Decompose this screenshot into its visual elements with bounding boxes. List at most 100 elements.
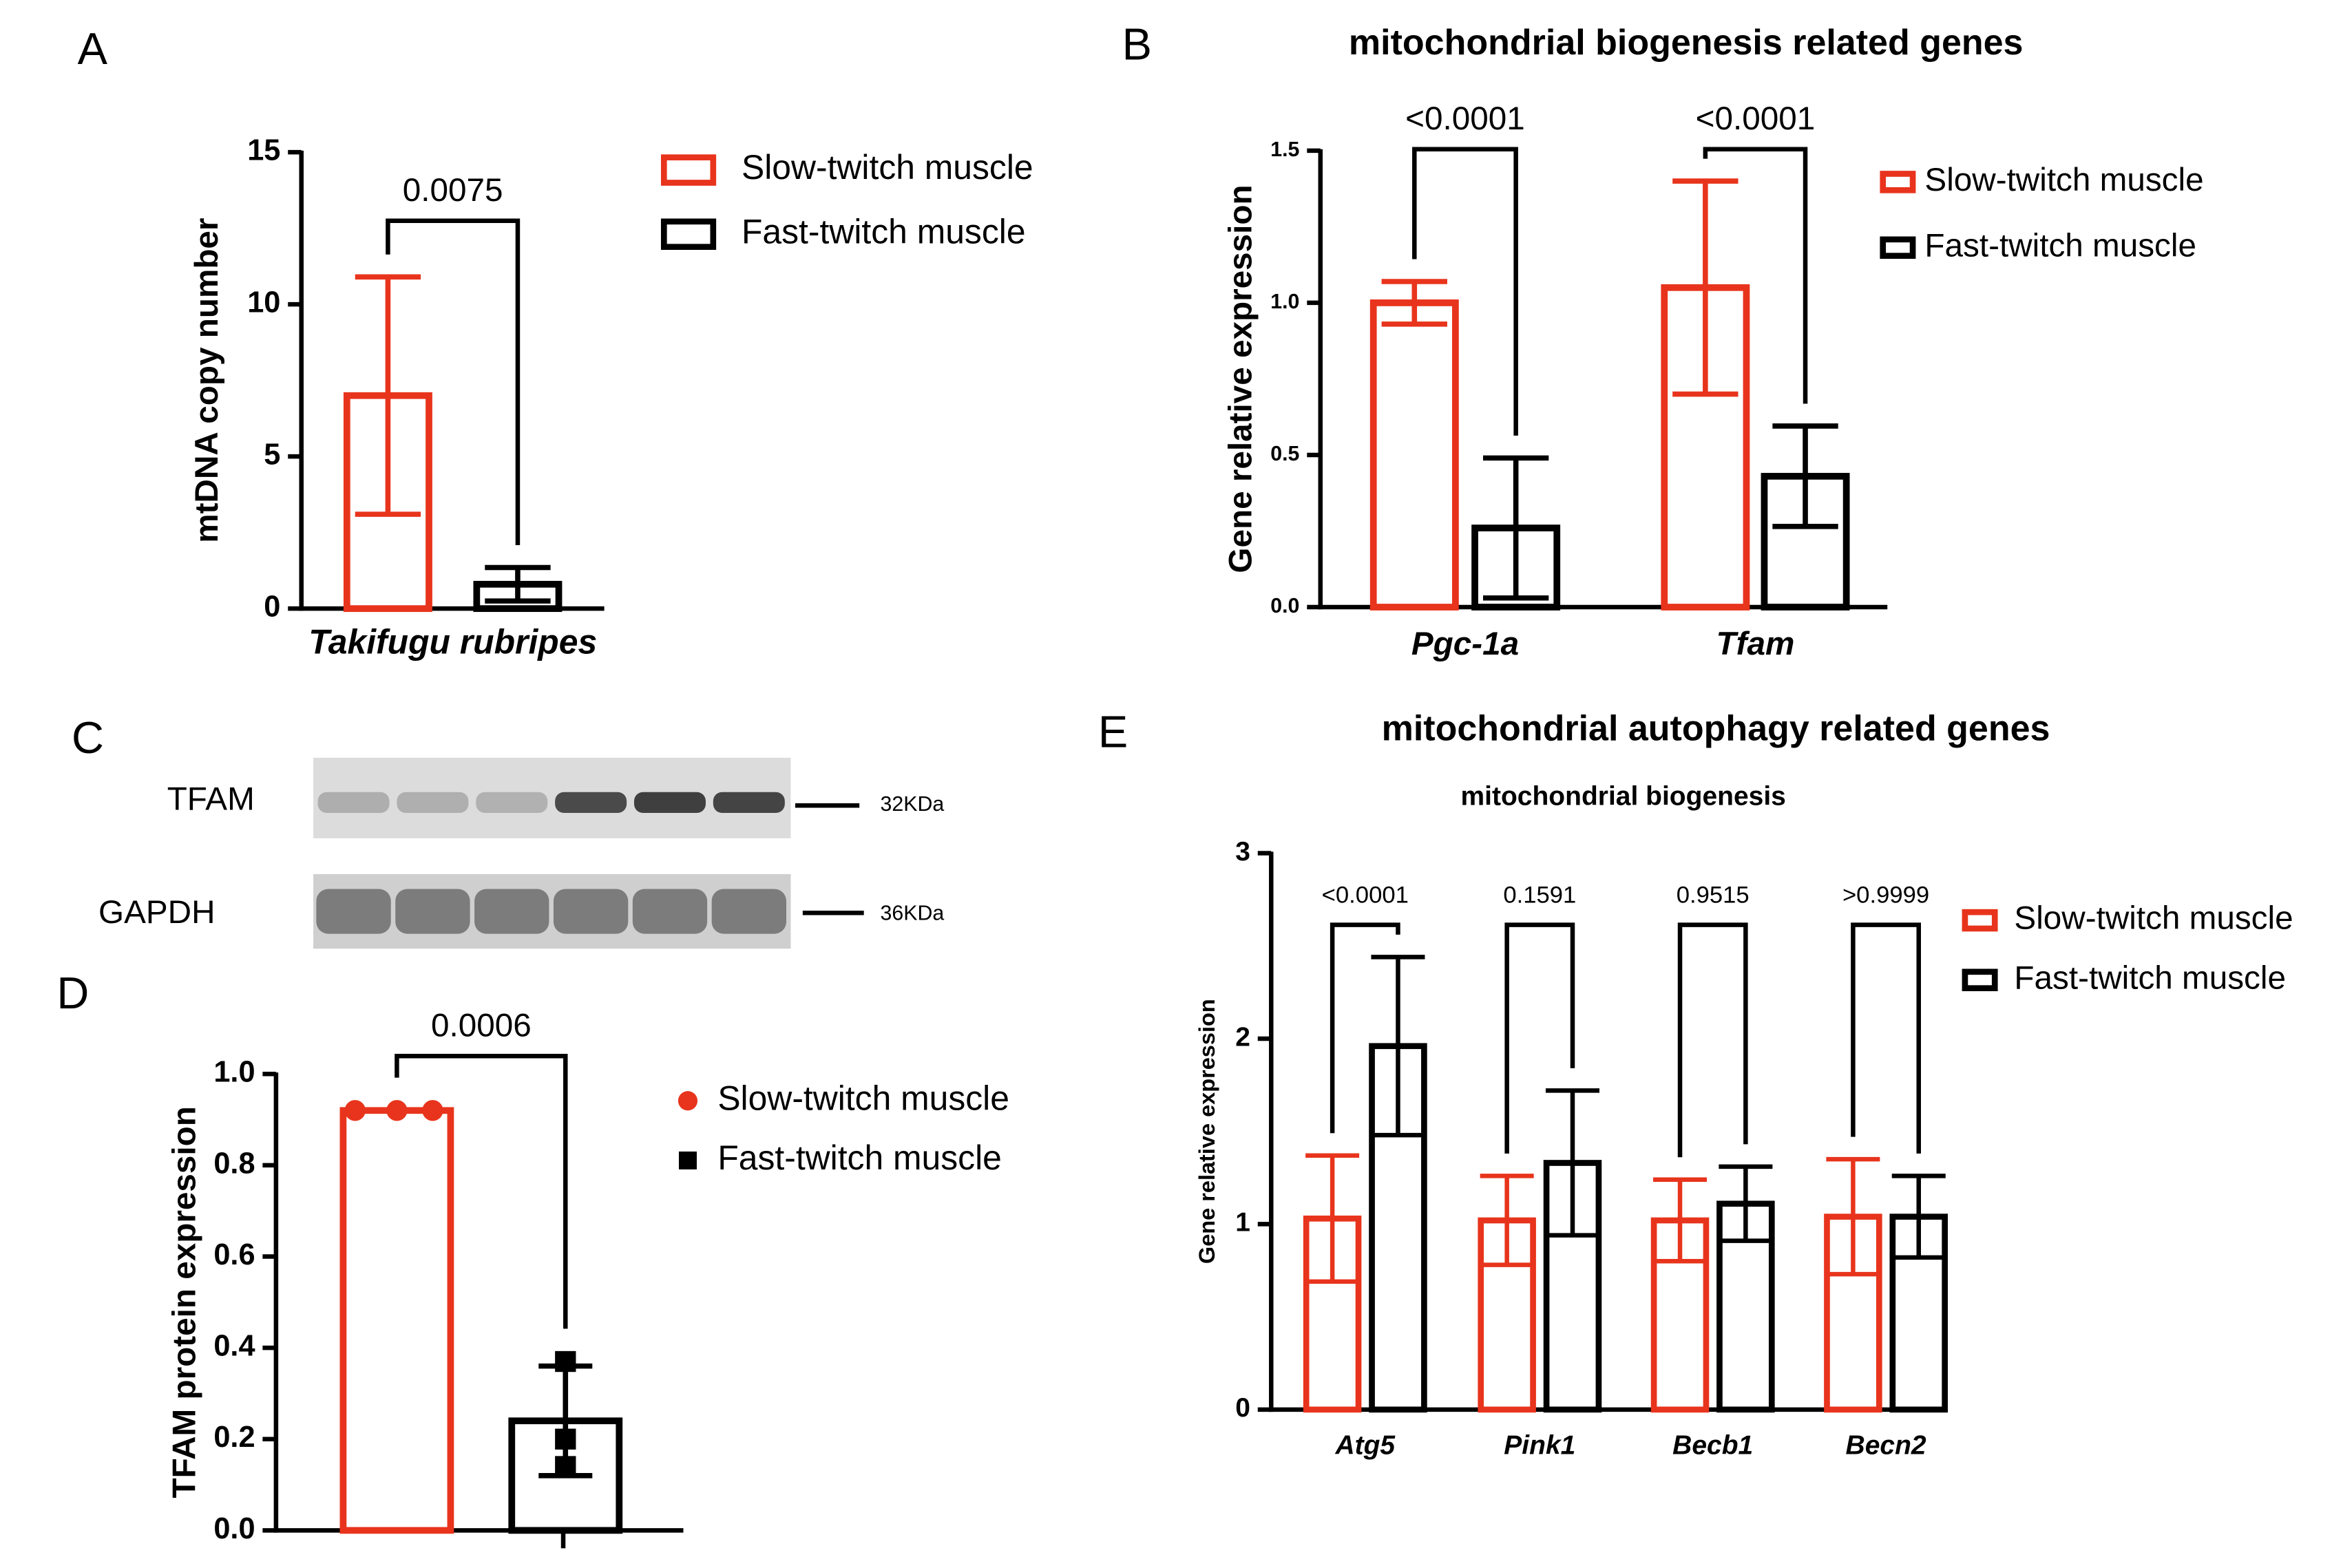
significance-bracket bbox=[1851, 922, 1921, 1154]
blot-band bbox=[553, 889, 629, 934]
error-bar bbox=[355, 274, 421, 517]
y-axis-label: Gene relative expression bbox=[1195, 999, 1219, 1264]
blot-band bbox=[397, 792, 469, 814]
y-axis-label: TFAM protein expression bbox=[166, 1106, 202, 1498]
legend-label: Slow-twitch muscle bbox=[717, 1079, 1009, 1117]
legend-label: Fast-twitch muscle bbox=[717, 1138, 1002, 1177]
error-bar bbox=[485, 564, 551, 604]
y-tick-label: 0.2 bbox=[213, 1421, 255, 1454]
blot-band bbox=[713, 792, 785, 814]
y-axis-label: mtDNA copy number bbox=[189, 218, 225, 543]
p-value: <0.0001 bbox=[1322, 882, 1409, 909]
y-tick-label: 5 bbox=[264, 438, 280, 472]
y-tick-label: 0.5 bbox=[1270, 443, 1299, 465]
error-bar bbox=[1653, 1177, 1708, 1264]
data-point bbox=[344, 1100, 366, 1121]
p-value: 0.0075 bbox=[403, 172, 503, 209]
error-bar bbox=[1772, 423, 1838, 529]
legend-swatch bbox=[678, 1151, 697, 1169]
chart-subtitle: mitochondrial biogenesis bbox=[1460, 782, 1785, 812]
blot-band bbox=[395, 889, 470, 934]
blot-band bbox=[474, 889, 549, 934]
blot-band bbox=[476, 792, 548, 814]
x-tick-label: Becb1 bbox=[1672, 1430, 1753, 1460]
significance-bracket bbox=[1677, 922, 1748, 1158]
y-tick-label: 3 bbox=[1235, 837, 1250, 867]
blot-background bbox=[313, 873, 791, 949]
panel-letter: D bbox=[56, 968, 89, 1018]
p-value: 0.0006 bbox=[431, 1008, 532, 1044]
significance-bracket bbox=[1330, 922, 1400, 1134]
panel-letter: C bbox=[72, 712, 104, 763]
y-tick-label: 0 bbox=[1235, 1393, 1250, 1423]
blot-band bbox=[555, 792, 627, 814]
y-tick-label: 0.8 bbox=[213, 1147, 255, 1180]
legend-swatch bbox=[660, 218, 717, 251]
legend-swatch bbox=[1880, 236, 1916, 259]
data-point bbox=[555, 1428, 576, 1450]
legend-swatch bbox=[660, 154, 717, 186]
blot-image bbox=[313, 757, 791, 949]
blot-label: TFAM bbox=[167, 781, 255, 817]
blot-band bbox=[632, 889, 708, 934]
y-tick-label: 1.0 bbox=[213, 1056, 255, 1089]
legend-label: Slow-twitch muscle bbox=[2014, 900, 2293, 937]
error-bar bbox=[1826, 1156, 1880, 1277]
error-bar bbox=[1371, 955, 1425, 1138]
legend-swatch bbox=[1880, 171, 1916, 193]
p-value: 0.9515 bbox=[1677, 882, 1750, 909]
p-value: 0.1591 bbox=[1503, 882, 1576, 909]
error-bar bbox=[1545, 1088, 1600, 1238]
data-point bbox=[555, 1350, 576, 1373]
error-bar bbox=[1480, 1174, 1534, 1267]
blot-size: 32KDa bbox=[881, 793, 945, 816]
significance-bracket bbox=[395, 1054, 568, 1329]
error-bar bbox=[1719, 1164, 1773, 1243]
y-axis-label: Gene relative expression bbox=[1223, 184, 1259, 573]
x-tick-label: Becn2 bbox=[1846, 1430, 1926, 1460]
blot-label: GAPDH bbox=[98, 894, 215, 931]
data-point bbox=[422, 1100, 443, 1121]
blot-band bbox=[711, 889, 787, 934]
significance-bracket bbox=[1703, 147, 1808, 404]
panel-letter: E bbox=[1098, 707, 1128, 757]
legend-label: Fast-twitch muscle bbox=[742, 212, 1026, 251]
p-value: <0.0001 bbox=[1405, 100, 1525, 137]
y-tick-label: 0.0 bbox=[1270, 595, 1299, 617]
data-point bbox=[386, 1100, 408, 1121]
x-tick-label: Atg5 bbox=[1334, 1430, 1396, 1460]
legend-label: Fast-twitch muscle bbox=[2014, 960, 2286, 996]
chart-title: mitochondrial autophagy related genes bbox=[1382, 709, 2050, 749]
data-point bbox=[555, 1456, 576, 1477]
x-tick-label: Pgc-1a bbox=[1411, 626, 1519, 662]
y-tick-label: 10 bbox=[247, 286, 280, 319]
significance-bracket bbox=[386, 218, 521, 545]
x-tick-label: Pink1 bbox=[1504, 1430, 1575, 1460]
y-tick-label: 1.0 bbox=[1270, 290, 1299, 313]
error-bar bbox=[1672, 178, 1739, 397]
x-tick-label: Takifugu rubripes bbox=[308, 622, 597, 661]
y-tick-label: 0 bbox=[264, 591, 280, 624]
legend-label: Slow-twitch muscle bbox=[1924, 162, 2203, 198]
y-tick-label: 1.5 bbox=[1270, 138, 1299, 161]
error-bar bbox=[1305, 1153, 1360, 1284]
legend-swatch bbox=[677, 1091, 698, 1111]
y-tick-label: 0.0 bbox=[213, 1512, 255, 1545]
y-tick-label: 0.6 bbox=[213, 1238, 255, 1271]
blot-size: 36KDa bbox=[881, 902, 945, 924]
legend-swatch bbox=[1962, 909, 1998, 932]
chart-title: mitochondrial biogenesis related genes bbox=[1349, 23, 2024, 63]
error-bar bbox=[1381, 279, 1447, 327]
blot-background bbox=[313, 757, 791, 838]
panel-letter: A bbox=[78, 23, 108, 74]
error-bar bbox=[1482, 455, 1549, 601]
legend-label: Slow-twitch muscle bbox=[742, 148, 1033, 187]
y-tick-label: 15 bbox=[247, 134, 280, 167]
significance-bracket bbox=[1504, 922, 1575, 1154]
blot-band bbox=[317, 792, 390, 814]
blot-band bbox=[316, 889, 391, 934]
panel-letter: B bbox=[1122, 19, 1152, 70]
error-bar bbox=[1891, 1174, 1946, 1260]
legend-label: Fast-twitch muscle bbox=[1924, 227, 2196, 264]
